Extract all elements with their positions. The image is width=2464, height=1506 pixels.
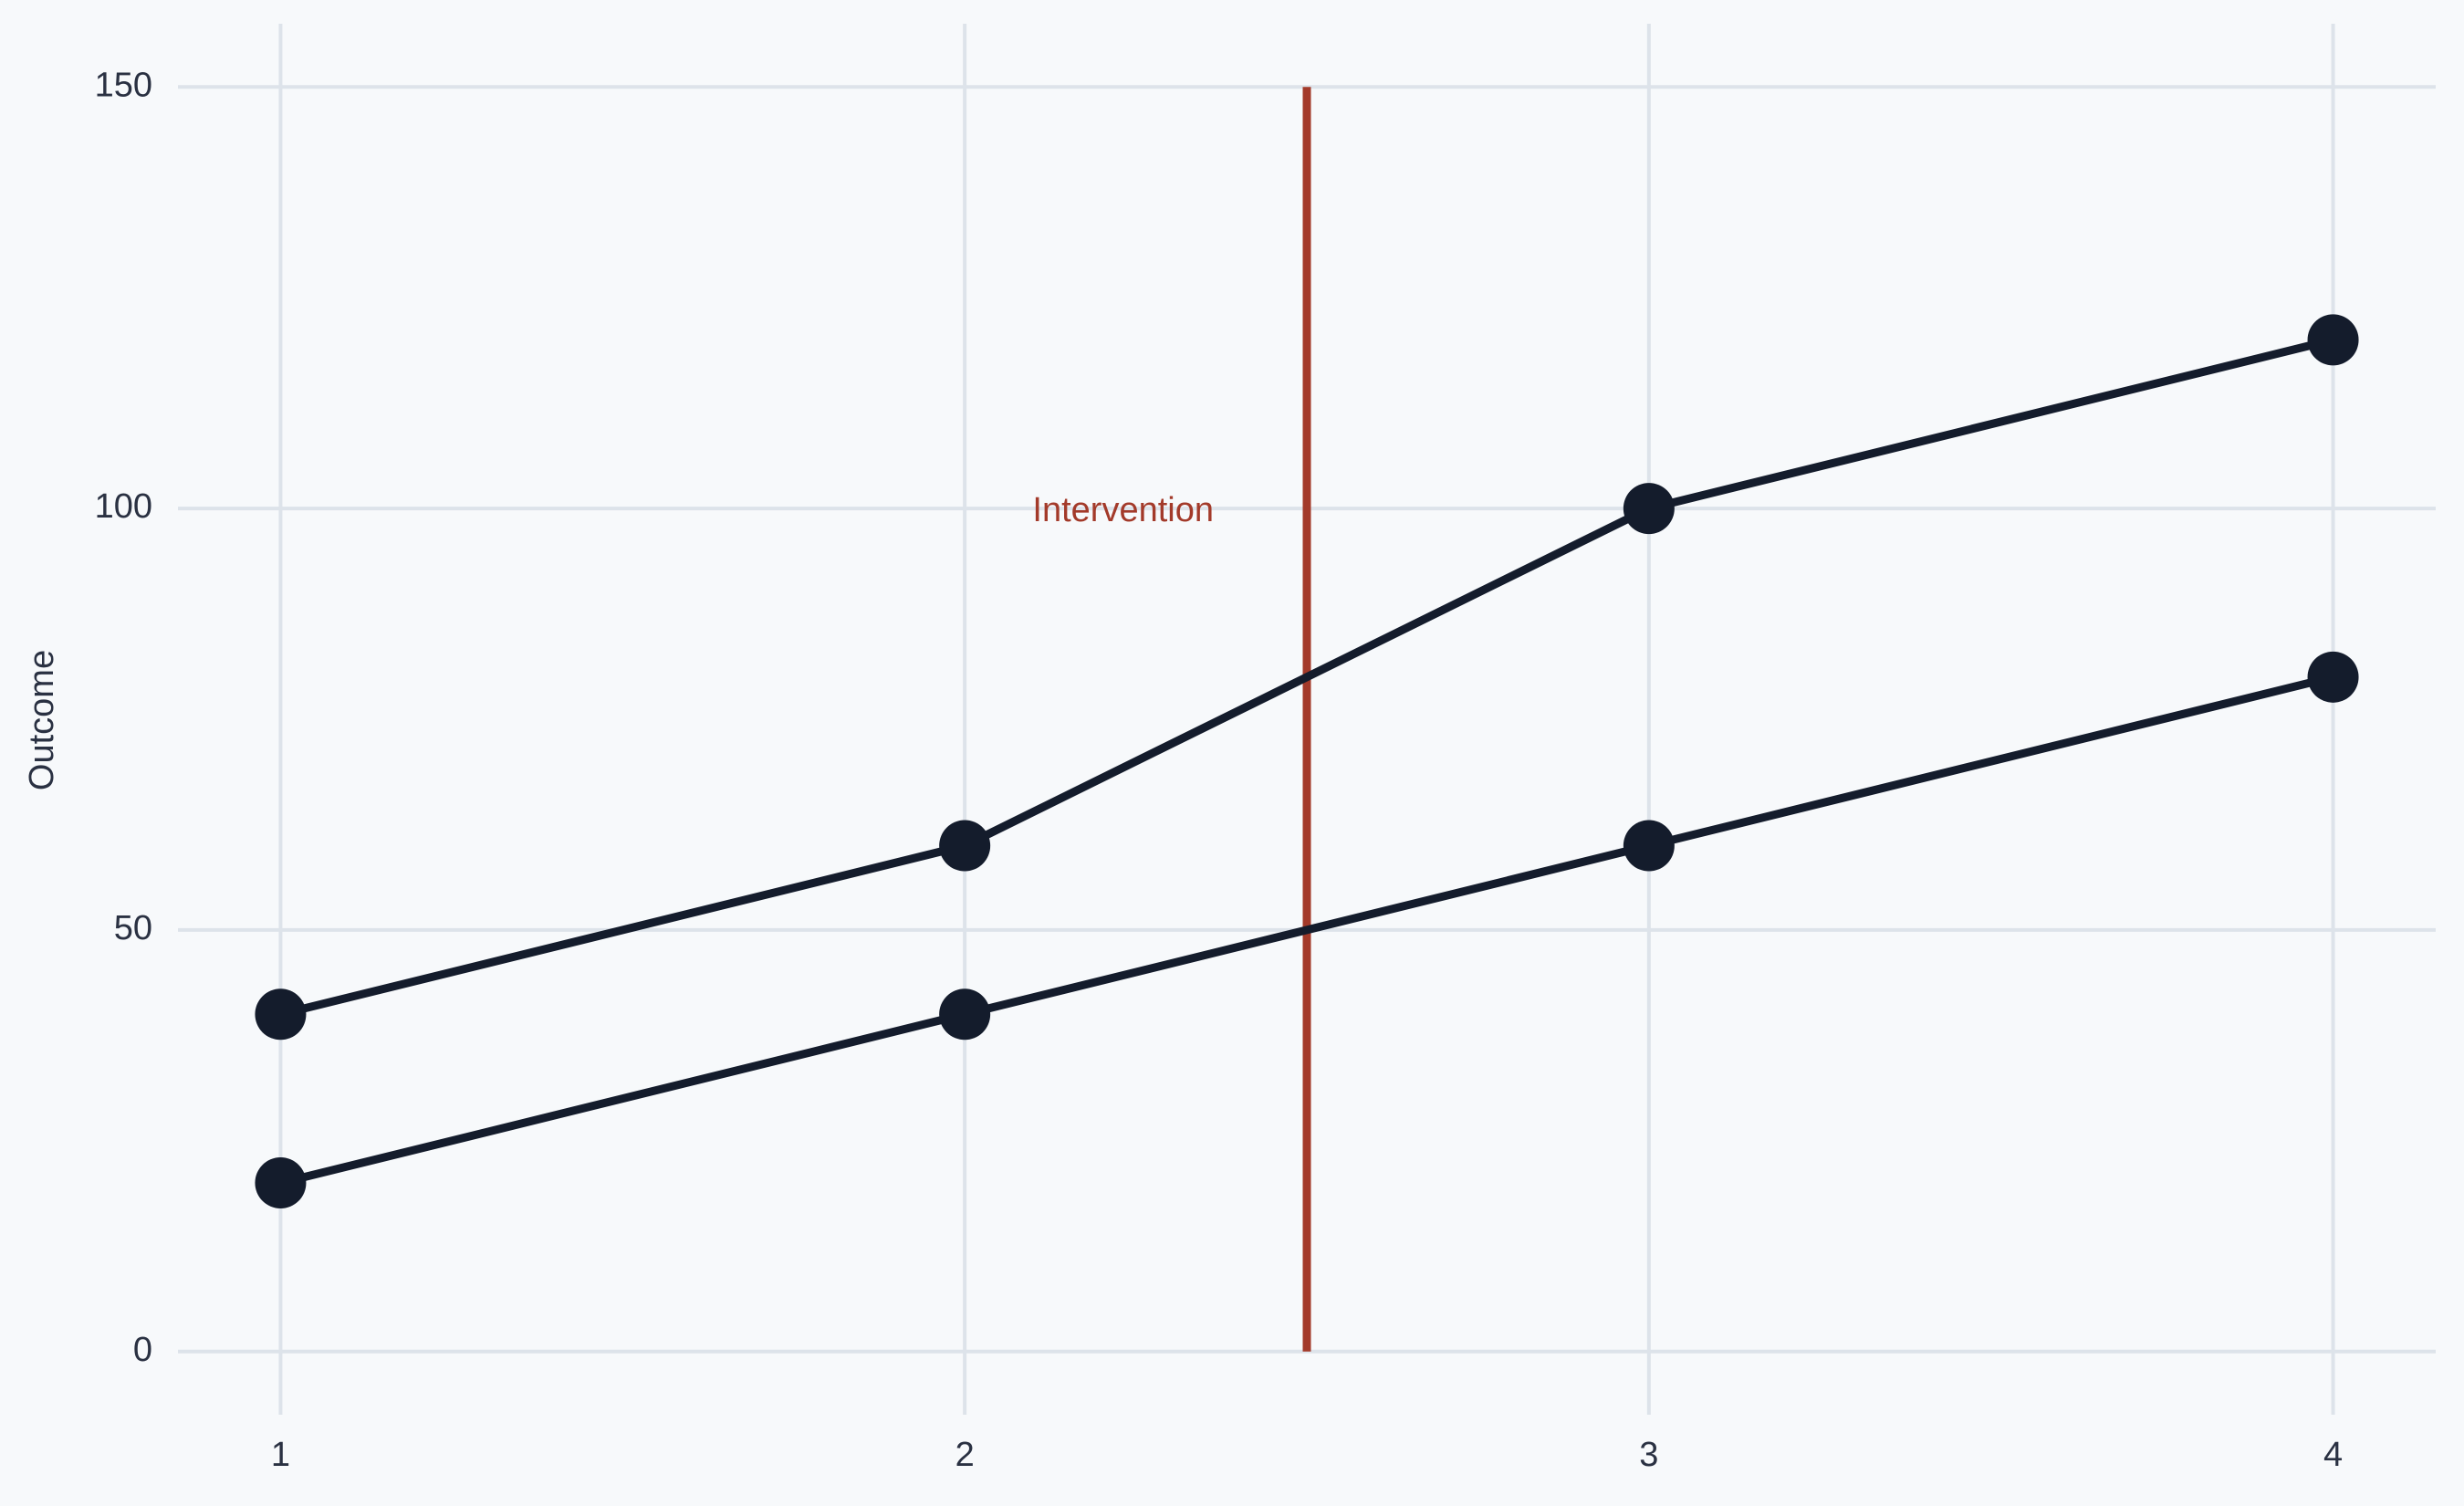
x-tick-label: 3 — [1639, 1436, 1658, 1474]
point — [255, 1157, 307, 1208]
point — [2307, 314, 2359, 366]
x-tick-label: 4 — [2323, 1436, 2343, 1474]
y-tick-label: 0 — [133, 1331, 152, 1369]
point — [255, 988, 307, 1041]
x-tick-label: 1 — [271, 1436, 290, 1474]
point — [1623, 820, 1675, 872]
y-tick-label: 150 — [95, 66, 152, 104]
point — [939, 988, 991, 1041]
point — [1623, 483, 1675, 535]
point — [2307, 651, 2359, 703]
series-line — [279, 673, 2334, 1187]
x-tick-label: 2 — [955, 1436, 975, 1474]
intervention-label: Intervention — [1032, 491, 1214, 529]
series-line — [279, 335, 2334, 1019]
point — [939, 820, 991, 872]
y-tick-label: 100 — [95, 487, 152, 526]
y-axis-title: Outcome — [23, 650, 61, 790]
y-tick-label: 50 — [114, 909, 152, 947]
